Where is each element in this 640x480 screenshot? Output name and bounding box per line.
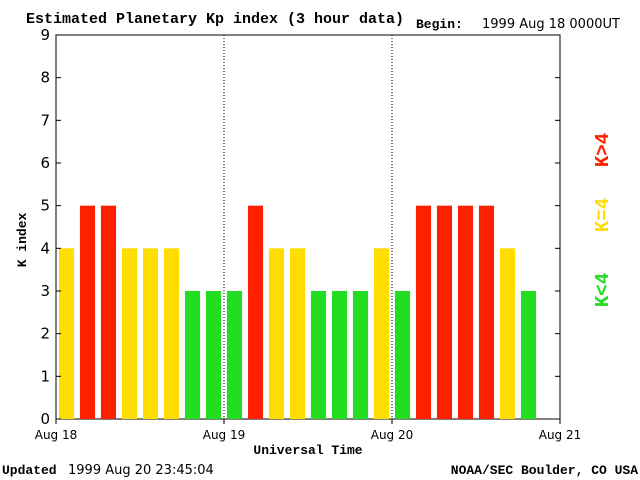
x-tick-label: Aug 18 [35,428,78,442]
day-separators [223,35,393,419]
kp-bar [415,205,432,419]
y-axis-ticks: 0 1 2 3 4 5 6 7 8 9 [40,26,560,428]
y-tick-label: 8 [40,69,50,87]
kp-bar [100,205,117,419]
y-tick-label: 6 [40,154,50,172]
kp-bar [268,248,285,419]
kp-bar [184,291,201,419]
kp-bar [205,291,222,419]
x-tick-label: Aug 19 [203,428,246,442]
y-tick-label: 5 [40,197,50,215]
kp-bar [373,248,390,419]
plot-area [55,34,561,420]
kp-bar [310,291,327,419]
kp-bar [79,205,96,419]
kp-bar [289,248,306,419]
kp-bar [226,291,243,419]
kp-bar [499,248,516,419]
bars [58,205,537,419]
y-tick-label: 3 [40,282,50,300]
kp-bar [163,248,180,419]
begin-label: Begin: [416,17,463,32]
kp-bar [58,248,75,419]
y-tick-label: 4 [40,239,50,257]
y-tick-label: 7 [40,111,50,129]
chart-title: Estimated Planetary Kp index (3 hour dat… [26,11,404,28]
kp-bar [520,291,537,419]
kp-bar [247,205,264,419]
kp-bar [394,291,411,419]
kp-bar [352,291,369,419]
updated-label: Updated [2,463,57,478]
y-tick-label: 9 [40,26,50,44]
x-axis-ticks: Aug 18 Aug 19 Aug 20 Aug 21 [35,419,582,442]
y-tick-label: 2 [40,325,50,343]
plot-frame [55,34,561,420]
kp-bar [457,205,474,419]
x-axis-label: Universal Time [253,443,362,458]
credit: NOAA/SEC Boulder, CO USA [451,463,638,478]
kp-bar [331,291,348,419]
kp-bar [478,205,495,419]
begin-value: 1999 Aug 18 0000UT [482,17,620,32]
kp-bar [436,205,453,419]
y-tick-label: 0 [40,410,50,428]
legend-equal: K=4 [592,198,614,232]
x-tick-label: Aug 20 [371,428,414,442]
legend-high: K>4 [592,133,614,167]
y-tick-label: 1 [40,367,50,385]
y-axis-label: K index [15,212,30,267]
kp-bar [142,248,159,419]
legend-low: K<4 [592,273,614,307]
x-tick-label: Aug 21 [539,428,582,442]
kp-bar [121,248,138,419]
updated-value: 1999 Aug 20 23:45:04 [68,463,214,478]
